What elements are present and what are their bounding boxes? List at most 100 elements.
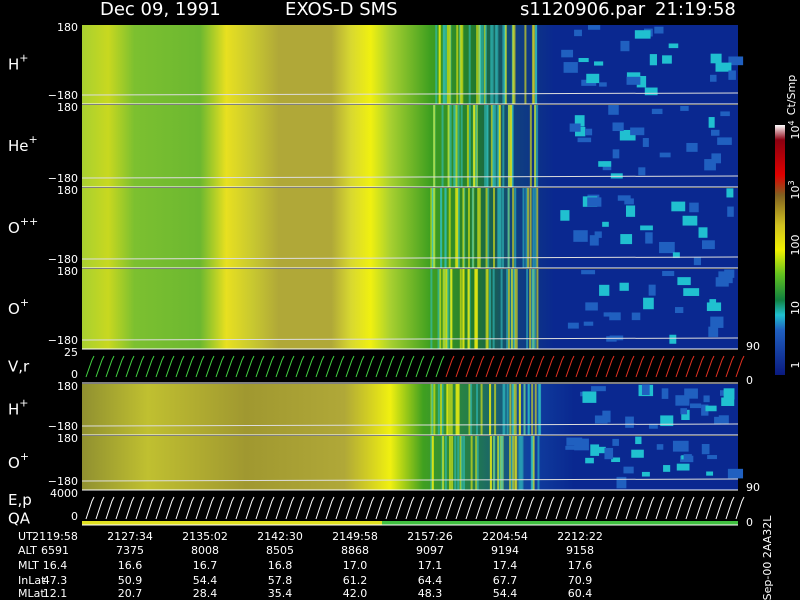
spectrogram-patch — [590, 444, 600, 456]
spectrogram-streak — [507, 105, 510, 187]
vector-glyph — [195, 355, 205, 378]
spectrogram-streak — [433, 188, 436, 268]
panel-label: He+ — [8, 133, 38, 155]
spectrogram-streak — [532, 188, 535, 268]
spectrogram-patch — [569, 123, 581, 132]
table-cell: 28.4 — [193, 587, 218, 600]
vector-glyph — [95, 355, 105, 378]
spectrogram-streak — [491, 25, 494, 104]
colorbar-tick-label: 1 — [789, 362, 800, 369]
vector-glyph — [285, 355, 295, 378]
spectrogram-streak — [518, 384, 521, 435]
table-cell: 50.9 — [118, 574, 143, 587]
vector-glyph — [325, 496, 335, 520]
instrument: EXOS-D SMS — [285, 0, 398, 20]
vector-glyph — [515, 355, 525, 378]
colorbar-tick-label: 103 — [787, 180, 800, 199]
table-cell: 54.4 — [493, 587, 518, 600]
vector-glyph — [215, 496, 225, 520]
spectrogram-patch — [682, 215, 698, 226]
spectrogram-patch — [631, 449, 644, 458]
vector-glyph — [155, 355, 165, 378]
spectrogram-streak — [507, 269, 510, 349]
spectrogram-patch — [611, 457, 621, 463]
spectrogram-streak — [442, 436, 445, 490]
spectrogram-patch — [715, 277, 729, 287]
spectrogram-streak — [539, 384, 542, 435]
spectrogram-patch — [680, 105, 689, 111]
spectrogram-patch — [705, 405, 717, 412]
vector-glyph — [655, 496, 665, 520]
y-tick-label: 180 — [57, 184, 78, 197]
vector-glyph — [245, 496, 255, 520]
spectrogram-streak — [502, 25, 505, 104]
spectrogram-streak — [448, 436, 451, 490]
date: Dec 09, 1991 — [100, 0, 221, 20]
spectrogram-patch — [598, 161, 612, 167]
spectrogram-streak — [463, 436, 466, 490]
spectrogram-streak — [470, 384, 473, 435]
vector-glyph — [365, 496, 375, 520]
spectrogram-patch — [626, 72, 641, 79]
spectrogram-streak — [454, 188, 457, 268]
spectrogram-patch — [594, 61, 604, 66]
spectrogram-streak — [450, 269, 453, 349]
vector-glyph — [595, 496, 605, 520]
spectrogram-streak — [475, 105, 478, 187]
spectrogram-patch — [659, 241, 675, 254]
spectrogram-streak — [459, 269, 462, 349]
vector-glyph — [385, 355, 395, 378]
spectrogram-patch — [675, 395, 690, 406]
vector-glyph — [275, 355, 285, 378]
spectrogram-patch — [587, 197, 602, 207]
table-cell: 8505 — [266, 544, 294, 557]
spectrogram-patch — [585, 302, 598, 311]
vector-glyph — [615, 496, 625, 520]
vector-glyph — [185, 355, 195, 378]
spectrogram-patch — [672, 252, 680, 259]
vector-glyph — [245, 355, 255, 378]
panel-label-text: E,p — [8, 491, 32, 509]
vector-glyph — [545, 496, 555, 520]
vector-glyph — [305, 496, 315, 520]
spectrogram-patch — [724, 269, 735, 278]
spectrogram-streak — [471, 188, 474, 268]
spectrogram-patch — [703, 395, 710, 403]
spectrogram-patch — [714, 416, 721, 425]
start-time: 21:19:58 — [655, 0, 736, 20]
panel-label-charge: + — [20, 296, 29, 309]
spectrogram-streak — [476, 25, 479, 104]
spectrogram-patch — [589, 235, 599, 246]
spectrogram-streak — [500, 436, 503, 490]
table-cell: 16.4 — [43, 559, 68, 572]
spectrogram-patch — [606, 336, 617, 342]
spectrogram-streak — [493, 188, 496, 268]
spectrogram-patch — [701, 240, 715, 250]
spectrogram-streak — [512, 188, 515, 268]
spectrogram-patch — [578, 57, 589, 63]
spectrogram-streak — [474, 269, 477, 349]
spectrogram-streak — [514, 436, 517, 490]
vector-glyph — [85, 496, 95, 520]
spectrogram-patch — [608, 105, 619, 115]
spectrogram-streak — [444, 25, 447, 104]
spectrogram-patch — [619, 282, 629, 291]
spectrogram-patch — [684, 388, 698, 399]
vector-glyph — [195, 496, 205, 520]
spectrogram-streak — [509, 105, 512, 187]
spectrogram-patch — [563, 62, 578, 73]
spectrogram-streak — [532, 436, 535, 490]
table-cell: 16.8 — [268, 559, 293, 572]
vector-glyph — [425, 496, 435, 520]
panel-label-text: H — [8, 55, 19, 73]
spectrogram-patch — [690, 403, 702, 409]
vector-glyph — [295, 496, 305, 520]
spectrogram-streak — [525, 188, 528, 268]
footer-code: Sep-00 2AA32L — [761, 515, 774, 600]
spectrogram-patch — [640, 225, 653, 231]
spectrogram-patch — [672, 440, 689, 452]
spectrogram-patch — [599, 284, 610, 296]
vector-glyph — [495, 496, 505, 520]
spectrogram-patch — [662, 270, 675, 277]
spectrogram-streak — [490, 25, 493, 104]
